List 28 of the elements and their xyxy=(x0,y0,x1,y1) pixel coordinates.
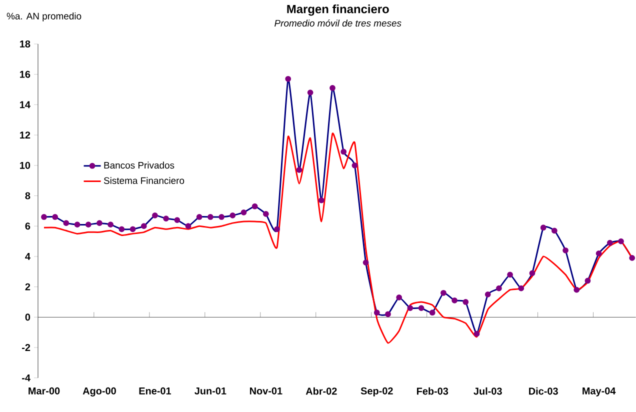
y-tick-label: 12 xyxy=(20,132,30,139)
y-tick-label: 10 xyxy=(20,162,30,169)
x-tick-label: Abr-02 xyxy=(306,387,337,395)
y-tick-label: 8 xyxy=(25,192,30,200)
x-tick-label: Jun-01 xyxy=(194,387,226,394)
y-tick-label: 6 xyxy=(25,222,30,230)
legend-label: Bancos Privados xyxy=(104,162,174,169)
legend-label: Sistema Financiero xyxy=(104,177,184,184)
y-tick-label: 2 xyxy=(25,283,30,290)
x-tick-label: Jul-03 xyxy=(474,387,502,395)
x-tick-label: Ago-00 xyxy=(82,387,116,397)
x-tick-label: Mar-00 xyxy=(28,387,60,394)
y-tick-label: 18 xyxy=(20,40,30,48)
y-tick-label: -2 xyxy=(22,344,30,352)
y-tick-label: 16 xyxy=(20,70,30,78)
x-tick-label: Dic-03 xyxy=(529,387,558,395)
x-tick-label: Sep-02 xyxy=(360,387,393,396)
chart-title: Margen financiero xyxy=(287,4,389,16)
x-tick-label: Nov-01 xyxy=(250,387,282,394)
y-axis-title: %a. AN promedio xyxy=(6,12,82,22)
y-tick-label: -4 xyxy=(22,374,30,382)
y-tick-label: 0 xyxy=(25,314,30,321)
y-tick-label: 4 xyxy=(25,253,30,260)
chart-subtitle: Promedio móvil de tres meses xyxy=(274,20,402,27)
x-tick-label: May-04 xyxy=(582,387,616,396)
y-tick-label: 14 xyxy=(20,101,30,108)
x-tick-label: Ene-01 xyxy=(139,387,172,394)
x-tick-label: Feb-03 xyxy=(416,387,448,395)
